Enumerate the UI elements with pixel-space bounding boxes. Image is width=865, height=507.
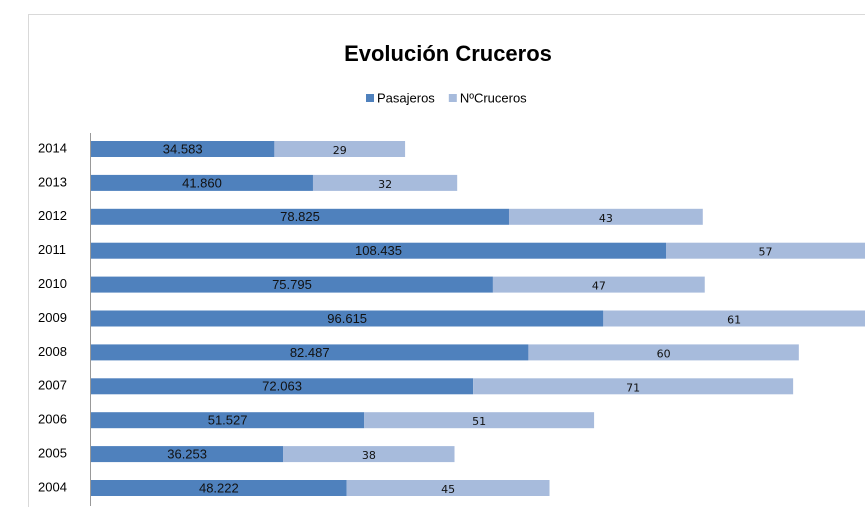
data-label: 48.222 [199,480,239,495]
y-tick-label: 2009 [38,310,67,325]
y-tick-label: 2011 [38,242,66,257]
legend-swatch [366,94,374,102]
bar-segment [91,208,509,225]
y-tick-label: 2013 [38,174,67,189]
data-label: 51.527 [208,413,248,428]
data-label: 71 [626,381,640,394]
y-tick-label: 2007 [38,378,67,393]
bar-segment [91,480,347,496]
data-label: 108.435 [355,243,402,258]
data-label: 29 [333,144,347,157]
bar-segment [274,141,406,157]
chart-title: Evolución Cruceros [344,41,552,66]
data-label: 72.063 [262,379,302,394]
chart-frame [28,14,865,507]
bar-segment [91,310,604,327]
bar-segment [91,446,284,463]
data-label: 60 [657,347,671,360]
bar-segment [528,344,799,361]
data-label: 32 [378,178,392,191]
y-tick-label: 2012 [38,208,67,223]
bar-segment [91,344,529,361]
bar-segment [666,242,865,259]
y-tick-label: 2010 [38,276,67,291]
data-label: 57 [759,246,773,259]
data-label: 36.253 [167,447,207,462]
legend-label: Pasajeros [377,90,435,105]
data-label: 45 [441,483,455,496]
bar-segment [473,378,794,395]
y-tick-label: 2006 [38,412,67,427]
bar-segment [508,208,703,225]
y-tick-label: 2005 [38,446,67,461]
bar-segment [91,276,493,293]
data-label: 61 [727,314,741,327]
bar-segment [91,174,313,191]
data-label: 96.615 [327,311,367,326]
bar-segment [312,174,458,191]
legend-swatch [448,94,457,102]
y-tick-label: 2008 [38,344,67,359]
data-label: 75.795 [272,277,312,292]
bar-segment [492,276,705,293]
legend-label: NºCruceros [460,90,527,105]
bar-segment [346,480,550,496]
bar-segment [91,378,474,395]
bar-segment [283,446,455,463]
data-label: 41.860 [182,175,222,190]
bar-segment [603,310,865,327]
bars [91,141,865,496]
bar-segment [91,242,666,259]
y-tick-label: 2014 [38,140,67,155]
bar-segment [91,412,365,429]
data-label: 38 [362,449,376,462]
data-label: 51 [472,415,486,428]
y-tick-label: 2004 [38,479,67,494]
bar-segment [364,412,595,429]
bar-segment [91,141,275,157]
legend: Pasajeros NºCruceros [366,90,527,105]
data-label: 47 [592,280,606,293]
data-label: 78.825 [280,209,320,224]
data-label: 82.487 [290,345,330,360]
data-label: 34.583 [163,141,203,156]
data-label: 43 [599,212,613,225]
